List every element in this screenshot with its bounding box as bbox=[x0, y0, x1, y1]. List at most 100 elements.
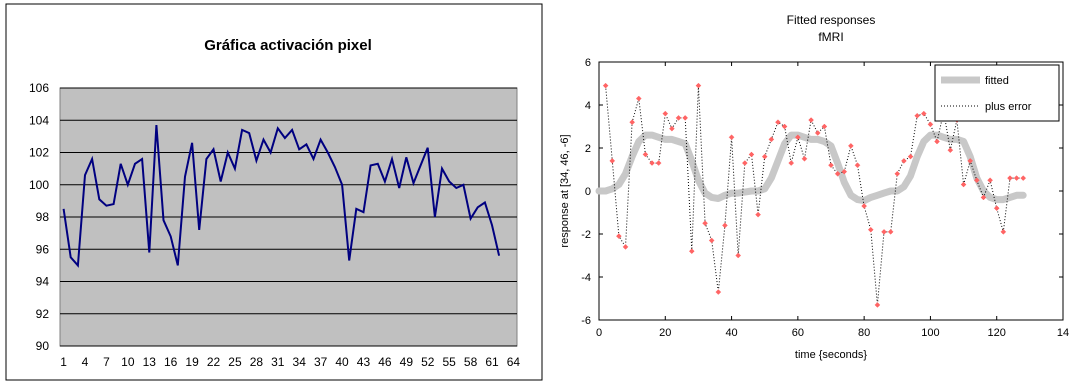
x-tick-label: 31 bbox=[271, 355, 285, 369]
y-axis-tick-labels: 90 92 94 96 98 100 102 104 106 bbox=[29, 81, 49, 353]
plus-error-point bbox=[702, 220, 708, 227]
y-tick-label: 6 bbox=[585, 57, 591, 69]
activation-line bbox=[62, 125, 501, 268]
y-axis-label: response at [34, 46, -6] bbox=[559, 134, 571, 247]
plus-error-series bbox=[602, 82, 1027, 308]
plus-error-point bbox=[960, 181, 967, 188]
plus-error-point bbox=[874, 302, 881, 308]
plus-error-point bbox=[602, 82, 609, 89]
plus-error-point bbox=[993, 205, 1000, 212]
x-tick-label: 37 bbox=[314, 355, 328, 369]
x-tick-label: 80 bbox=[858, 327, 870, 339]
plus-error-point bbox=[708, 237, 715, 244]
plus-error-point bbox=[808, 117, 814, 123]
x-tick-label: 16 bbox=[164, 355, 178, 369]
plus-error-point bbox=[755, 211, 761, 218]
plus-error-point bbox=[741, 160, 748, 166]
plus-error-point bbox=[934, 138, 940, 145]
x-tick-label: 20 bbox=[659, 327, 671, 339]
plus-error-point bbox=[1000, 228, 1007, 235]
x-tick-label: 49 bbox=[400, 355, 414, 369]
x-tick-label: 10 bbox=[121, 355, 135, 369]
x-tick-label: 19 bbox=[185, 355, 199, 369]
plus-error-point bbox=[821, 123, 828, 130]
x-tick-label: 40 bbox=[725, 327, 737, 339]
plus-error-point bbox=[722, 222, 728, 229]
plus-error-point bbox=[887, 228, 894, 235]
x-tick-label: 1 bbox=[60, 355, 67, 369]
plus-error-point bbox=[781, 123, 788, 130]
series-line bbox=[62, 125, 501, 268]
plus-error-point bbox=[848, 142, 854, 149]
y-tick-label: -6 bbox=[581, 315, 591, 327]
x-tick-label: 61 bbox=[485, 355, 499, 369]
x-tick-label: 22 bbox=[207, 355, 221, 369]
plus-error-point bbox=[735, 252, 742, 259]
x-tick-label: 13 bbox=[143, 355, 157, 369]
plus-error-point bbox=[801, 155, 808, 162]
x-tick-label: 60 bbox=[792, 327, 804, 339]
plus-error-point bbox=[973, 177, 980, 184]
plus-error-point bbox=[927, 121, 934, 128]
y-tick-label: 92 bbox=[36, 307, 50, 321]
x-tick-label: 64 bbox=[507, 355, 521, 369]
legend-box bbox=[934, 64, 1060, 122]
plus-error-point bbox=[1013, 175, 1020, 181]
chart-subtitle: fMRI bbox=[818, 30, 843, 44]
plus-error-point bbox=[715, 289, 722, 295]
chart-title: Gráfica activación pixel bbox=[204, 37, 372, 54]
plus-error-point bbox=[841, 168, 848, 175]
x-axis-tick-labels: 0 20 40 60 80 100 120 14 bbox=[596, 327, 1069, 339]
x-tick-label: 46 bbox=[378, 355, 392, 369]
plus-error-point bbox=[828, 162, 834, 169]
plus-error-point bbox=[987, 177, 993, 184]
plus-error-point bbox=[675, 115, 682, 121]
x-tick-label: 28 bbox=[250, 355, 264, 369]
plus-error-point bbox=[655, 160, 662, 166]
plus-error-line bbox=[605, 85, 1024, 305]
y-tick-label: -2 bbox=[581, 229, 591, 241]
y-tick-label: 90 bbox=[36, 339, 50, 353]
y-tick-label: -4 bbox=[581, 272, 591, 284]
x-axis-tick-labels: 1 4 7 10 13 16 19 22 25 28 31 34 37 40 43 46 49 52 55 58 61 6… bbox=[60, 355, 520, 369]
y-tick-label: 106 bbox=[29, 81, 49, 95]
plus-error-point bbox=[682, 115, 689, 121]
activation-chart-panel: Gráfica activación pixel 90 92 94 96 98 100 10… bbox=[5, 3, 543, 381]
plus-error-point bbox=[649, 160, 655, 166]
legend-fitted-label: fitted bbox=[985, 75, 1009, 87]
y-tick-label: 104 bbox=[29, 113, 49, 127]
plus-error-point bbox=[894, 170, 901, 177]
plus-error-point bbox=[642, 151, 649, 158]
plus-error-point bbox=[907, 153, 914, 160]
fitted-series bbox=[595, 131, 1027, 205]
fitted-responses-panel: Fitted responses fMRI -6 -4 -2 0 2 4 6 0 20 40 60… bbox=[559, 13, 1069, 361]
plus-error-point bbox=[616, 233, 622, 240]
plus-error-point bbox=[788, 160, 795, 166]
y-tick-label: 94 bbox=[36, 275, 50, 289]
plus-error-point bbox=[622, 244, 629, 250]
y-tick-label: 96 bbox=[36, 242, 50, 256]
plus-error-point bbox=[728, 134, 735, 141]
x-tick-label: 40 bbox=[335, 355, 349, 369]
fitted-line bbox=[595, 131, 1027, 205]
plus-error-point bbox=[914, 112, 921, 119]
plus-error-point bbox=[669, 125, 675, 132]
x-tick-label: 25 bbox=[228, 355, 242, 369]
y-tick-label: 0 bbox=[585, 186, 591, 198]
y-tick-label: 98 bbox=[36, 210, 50, 224]
plus-error-point bbox=[861, 203, 867, 209]
gridlines bbox=[60, 87, 517, 347]
plus-error-point bbox=[1020, 175, 1027, 181]
x-tick-label: 34 bbox=[293, 355, 307, 369]
plus-error-point bbox=[920, 110, 927, 117]
plus-error-point bbox=[775, 119, 781, 126]
plus-error-point bbox=[881, 228, 887, 235]
plus-error-point bbox=[768, 136, 775, 143]
x-tick-label: 43 bbox=[357, 355, 371, 369]
plus-error-point bbox=[901, 158, 907, 164]
x-tick-label: 7 bbox=[103, 355, 110, 369]
x-axis-label: time {seconds} bbox=[795, 349, 867, 361]
y-tick-label: 4 bbox=[585, 100, 591, 112]
y-tick-label: 102 bbox=[29, 146, 49, 160]
plus-error-point bbox=[688, 248, 695, 255]
